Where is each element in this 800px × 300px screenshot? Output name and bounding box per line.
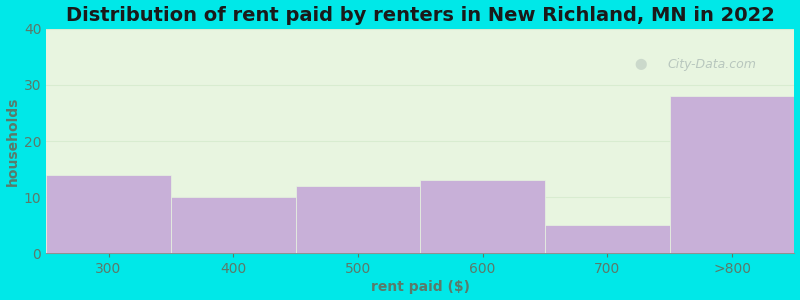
- Bar: [171, 197, 296, 253]
- Title: Distribution of rent paid by renters in New Richland, MN in 2022: Distribution of rent paid by renters in …: [66, 6, 774, 25]
- Y-axis label: households: households: [6, 96, 19, 186]
- Text: City-Data.com: City-Data.com: [667, 58, 756, 71]
- Bar: [296, 186, 420, 253]
- Text: ⬤: ⬤: [635, 59, 647, 70]
- Bar: [420, 180, 545, 253]
- Bar: [46, 175, 171, 253]
- Bar: [545, 225, 670, 253]
- Bar: [670, 96, 794, 253]
- X-axis label: rent paid ($): rent paid ($): [371, 280, 470, 294]
